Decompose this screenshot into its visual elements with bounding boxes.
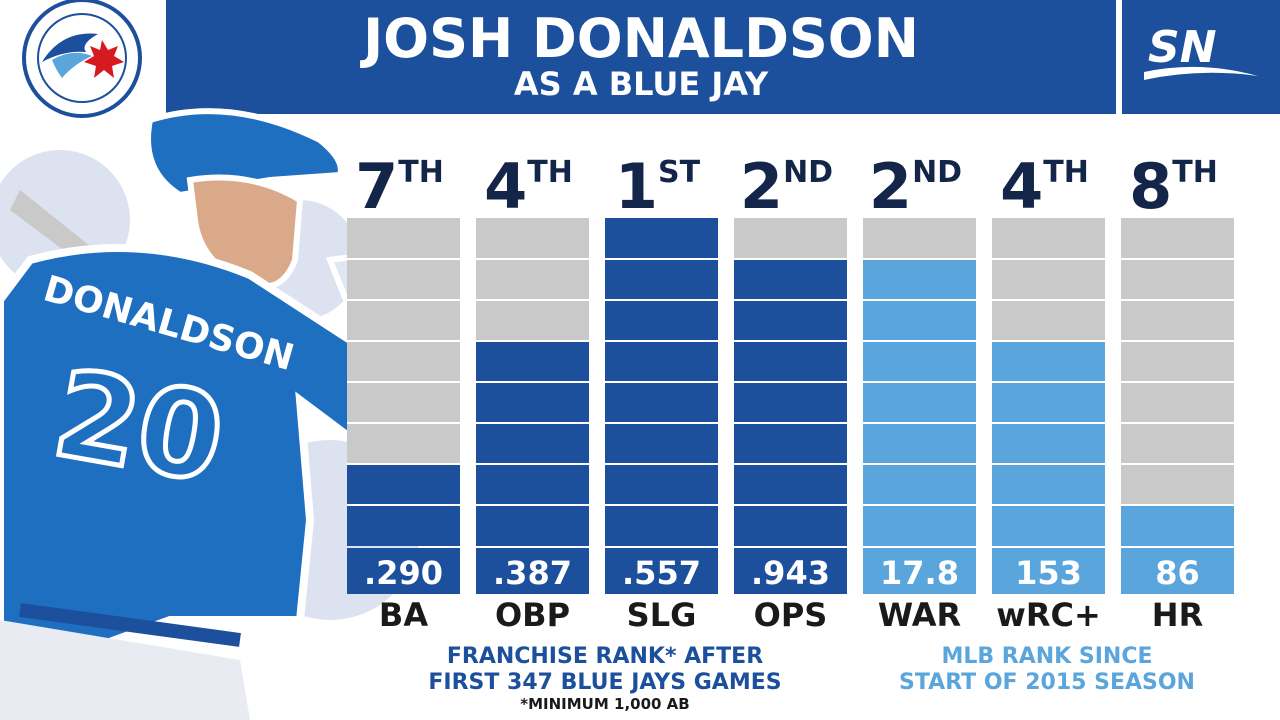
bar-fill	[1121, 505, 1234, 546]
blue-jays-logo	[22, 0, 142, 118]
mlb-caption: MLB RANK SINCE START OF 2015 SEASON	[862, 644, 1232, 696]
rank-number: 7	[355, 150, 398, 223]
franchise-caption-line1: FRANCHISE RANK* AFTER	[446, 644, 764, 669]
sportsnet-logo-text: SN	[1148, 22, 1217, 73]
rank-label: 4TH	[484, 150, 573, 223]
value-label-box	[605, 548, 718, 594]
category-label: OPS	[754, 596, 828, 634]
bar-fill	[992, 341, 1105, 546]
rank-number: 2	[869, 150, 912, 223]
rank-suffix: ND	[912, 155, 962, 190]
minimum-ab-footnote: *MINIMUM 1,000 AB	[520, 695, 690, 713]
value-label-box	[734, 548, 847, 594]
mlb-caption-line1: MLB RANK SINCE	[941, 644, 1153, 669]
rank-number: 2	[740, 150, 783, 223]
sportsnet-logo: SN	[1144, 22, 1258, 80]
value-label-box	[476, 548, 589, 594]
category-label: OBP	[495, 596, 570, 634]
jersey-number: 20	[44, 345, 233, 511]
category-label: SLG	[627, 596, 697, 634]
bar-fill	[863, 259, 976, 546]
value-label: .557	[622, 554, 701, 592]
page-subtitle: AS A BLUE JAY	[513, 65, 769, 103]
rank-number: 1	[615, 150, 658, 223]
value-label: .943	[751, 554, 830, 592]
rank-label: 8TH	[1129, 150, 1218, 223]
category-label: WAR	[878, 596, 961, 634]
rank-number: 8	[1129, 150, 1172, 223]
category-label: HR	[1152, 596, 1203, 634]
header-network-bar	[1122, 0, 1280, 114]
bar-fill	[734, 259, 847, 546]
rank-suffix: TH	[1172, 155, 1218, 190]
rank-label: 7TH	[355, 150, 444, 223]
rank-label: 2ND	[740, 150, 833, 223]
page-title: JOSH DONALDSON	[363, 7, 919, 70]
category-label: BA	[379, 596, 428, 634]
value-label-box	[347, 548, 460, 594]
value-label: 86	[1155, 554, 1200, 592]
category-label: wRC+	[996, 596, 1101, 634]
rank-suffix: TH	[398, 155, 444, 190]
rank-suffix: ST	[658, 155, 701, 190]
value-label: .387	[493, 554, 572, 592]
franchise-caption: FRANCHISE RANK* AFTER FIRST 347 BLUE JAY…	[380, 644, 830, 696]
value-label-box	[992, 548, 1105, 594]
value-label: 17.8	[880, 554, 959, 592]
rank-suffix: ND	[783, 155, 833, 190]
rank-number: 4	[1000, 150, 1043, 223]
value-label-box	[863, 548, 976, 594]
mlb-caption-line2: START OF 2015 SEASON	[899, 670, 1195, 695]
rank-label: 4TH	[1000, 150, 1089, 223]
header-title-bar	[166, 0, 1116, 114]
value-label: 153	[1015, 554, 1082, 592]
franchise-caption-line2: FIRST 347 BLUE JAYS GAMES	[428, 670, 782, 695]
player-illustration: DONALDSON 20	[0, 108, 434, 720]
bar-fill	[476, 341, 589, 546]
rank-suffix: TH	[1043, 155, 1089, 190]
rank-number: 4	[484, 150, 527, 223]
rank-label: 1ST	[615, 150, 701, 223]
rank-suffix: TH	[527, 155, 573, 190]
value-label: .290	[364, 554, 443, 592]
rank-label: 2ND	[869, 150, 962, 223]
value-label-box	[1121, 548, 1234, 594]
header-divider	[0, 114, 1280, 118]
